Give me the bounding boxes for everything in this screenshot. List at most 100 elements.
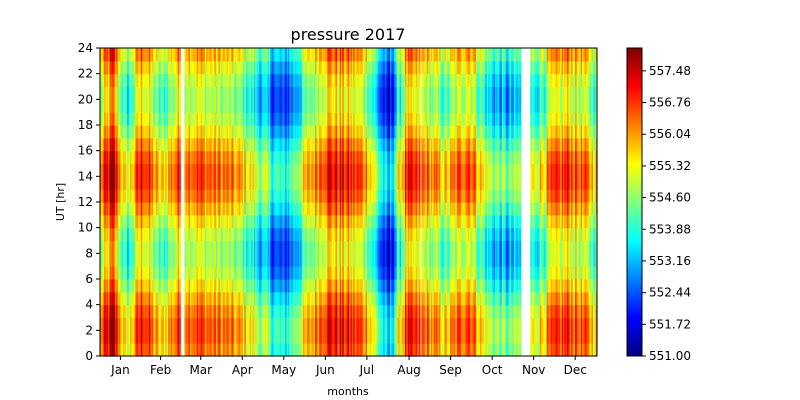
heatmap-cell [196, 150, 199, 165]
heatmap-cell [350, 60, 353, 75]
heatmap-cell [264, 176, 267, 190]
heatmap-cell [143, 317, 146, 331]
heatmap-cell [195, 279, 198, 293]
heatmap-cell [300, 99, 303, 113]
heatmap-cell [113, 240, 116, 254]
heatmap-cell [309, 73, 312, 88]
heatmap-cell [312, 202, 315, 216]
heatmap-cell [290, 279, 293, 293]
heatmap-cell [106, 60, 109, 75]
heatmap-cell [384, 73, 387, 88]
heatmap-cell [296, 317, 299, 331]
heatmap-cell [377, 150, 380, 165]
heatmap-cell [255, 343, 258, 357]
heatmap-cell [108, 112, 111, 126]
heatmap-cell [117, 150, 120, 165]
heatmap-cell [128, 317, 131, 331]
heatmap-cell [334, 163, 337, 177]
heatmap-cell [290, 73, 293, 88]
heatmap-cell [166, 86, 169, 100]
heatmap-cell [331, 112, 334, 126]
heatmap-cell [149, 279, 151, 293]
heatmap-cell [380, 48, 383, 62]
heatmap-cell [342, 112, 345, 126]
heatmap-cell [110, 176, 113, 190]
heatmap-cell [217, 189, 220, 203]
heatmap-cell [294, 163, 297, 177]
heatmap-cell [361, 60, 364, 75]
heatmap-cell [200, 227, 203, 242]
heatmap-cell [213, 227, 215, 242]
heatmap-cell [266, 189, 269, 203]
heatmap-cell [157, 86, 160, 100]
heatmap-cell [377, 60, 380, 75]
heatmap-cell [225, 189, 228, 203]
heatmap-cell [162, 99, 165, 113]
heatmap-cell [140, 163, 143, 177]
heatmap-cell [136, 48, 139, 62]
heatmap-cell [226, 48, 229, 62]
heatmap-cell [210, 317, 213, 331]
heatmap-cell [146, 214, 149, 229]
heatmap-cell [349, 253, 352, 267]
heatmap-cell [234, 163, 237, 177]
heatmap-cell [202, 73, 205, 88]
heatmap-cell [338, 86, 341, 100]
heatmap-cell [313, 60, 316, 75]
heatmap-cell [102, 112, 105, 126]
heatmap-cell [271, 48, 274, 62]
heatmap-cell [234, 112, 237, 126]
heatmap-cell [177, 240, 180, 254]
heatmap-cell [134, 137, 136, 152]
heatmap-cell [330, 48, 333, 62]
heatmap-cell [263, 279, 266, 293]
heatmap-cell [291, 60, 294, 75]
heatmap-cell [113, 73, 116, 88]
heatmap-cell [309, 48, 312, 62]
heatmap-cell [244, 202, 247, 216]
heatmap-cell [240, 330, 243, 344]
heatmap-cell [351, 163, 354, 177]
heatmap-cell [313, 176, 316, 190]
heatmap-cell [114, 150, 117, 165]
heatmap-cell [350, 176, 353, 190]
heatmap-cell [365, 214, 368, 229]
heatmap-cell [173, 60, 176, 75]
heatmap-cell [193, 150, 196, 165]
heatmap-cell [146, 48, 149, 62]
heatmap-cell [192, 73, 195, 88]
heatmap-cell [100, 99, 102, 113]
heatmap-cell [263, 163, 266, 177]
heatmap-cell [252, 99, 255, 113]
heatmap-cell [162, 163, 165, 177]
heatmap-cell [214, 163, 217, 177]
heatmap-cell [275, 202, 278, 216]
heatmap-cell [357, 214, 360, 229]
heatmap-cell [165, 60, 168, 75]
heatmap-cell [100, 150, 102, 165]
heatmap-cell [323, 137, 326, 152]
heatmap-cell [124, 253, 127, 267]
heatmap-cell [346, 317, 349, 331]
heatmap-cell [102, 266, 105, 280]
heatmap-cell [369, 291, 372, 306]
heatmap-cell [266, 176, 269, 190]
heatmap-cell [165, 86, 168, 100]
heatmap-cell [253, 163, 256, 177]
heatmap-cell [221, 253, 224, 267]
heatmap-cell [170, 99, 173, 113]
heatmap-cell [185, 73, 188, 88]
heatmap-cell [306, 125, 309, 139]
heatmap-cell [321, 150, 324, 165]
heatmap-cell [271, 86, 274, 100]
heatmap-cell [158, 253, 161, 267]
heatmap-cell [357, 99, 360, 113]
heatmap-cell [331, 60, 334, 75]
heatmap-cell [134, 163, 136, 177]
heatmap-cell [287, 253, 290, 267]
heatmap-cell [101, 214, 104, 229]
heatmap-cell [219, 60, 222, 75]
heatmap-cell [259, 317, 262, 331]
heatmap-cell [343, 253, 346, 267]
heatmap-cell [334, 291, 337, 306]
